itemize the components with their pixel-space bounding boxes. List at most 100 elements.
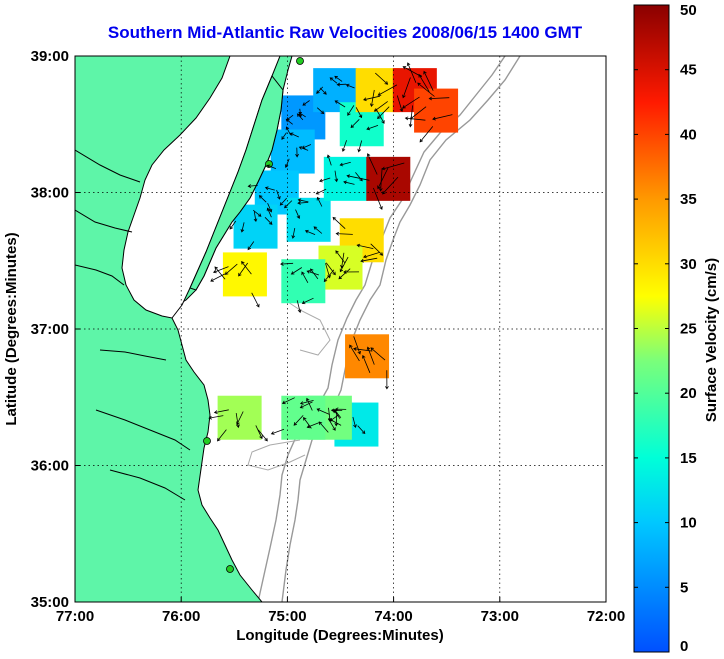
colorbar-tick-label: 5 [680, 579, 688, 596]
colorbar-label: Surface Velocity (cm/s) [703, 258, 720, 422]
velocity-arrow [319, 177, 331, 183]
x-tick-label: 72:00 [587, 608, 625, 625]
x-axis: 77:00 76:00 75:00 74:00 73:00 72:00 [56, 597, 625, 625]
tributary [99, 349, 167, 361]
tributary [109, 469, 186, 501]
velocity-arrow [257, 429, 268, 442]
velocity-arrow [318, 421, 329, 433]
velocity-arrow [255, 425, 263, 440]
velocity-arrow [349, 344, 360, 362]
velocity-arrow [373, 187, 383, 210]
velocity-arrow [247, 241, 255, 251]
velocity-arrow [306, 421, 321, 429]
x-tick-label: 74:00 [374, 608, 412, 625]
velocity-cell [366, 156, 411, 201]
velocity-arrow [299, 400, 314, 405]
velocity-arrow [357, 140, 363, 153]
velocity-arrow [375, 72, 389, 85]
velocity-arrow [270, 428, 285, 435]
velocity-arrow [385, 370, 389, 390]
velocity-vectors [208, 62, 453, 442]
velocity-arrow [212, 266, 229, 274]
velocity-arrow [419, 126, 434, 143]
velocity-arrow [333, 409, 342, 418]
velocity-arrow [418, 73, 430, 92]
velocity-arrow [382, 176, 399, 195]
velocity-arrow [366, 346, 375, 365]
velocity-cell [217, 395, 262, 440]
velocity-arrow [334, 100, 346, 108]
velocity-arrow [325, 263, 331, 279]
velocity-arrow [335, 250, 346, 264]
velocity-arrow [362, 354, 371, 373]
velocity-arrow [370, 347, 386, 361]
velocity-arrow [289, 132, 299, 138]
velocity-arrow [284, 158, 290, 169]
velocity-arrow [291, 228, 296, 239]
velocity-arrow [366, 153, 378, 175]
velocity-arrow [306, 270, 320, 276]
colorbar-scale [633, 4, 670, 653]
velocity-arrow [266, 207, 272, 218]
velocity-arrow [302, 100, 310, 106]
velocity-arrow [238, 262, 249, 277]
velocity-arrow [298, 111, 306, 118]
chart-title: Southern Mid-Atlantic Raw Velocities 200… [108, 23, 583, 42]
x-axis-label: Longitude (Degrees:Minutes) [236, 627, 444, 644]
velocity-arrow [334, 170, 339, 183]
velocity-arrow [377, 167, 389, 190]
velocity-arrow [404, 116, 426, 121]
velocity-arrow [428, 96, 450, 101]
velocity-arrow [247, 184, 258, 188]
velocity-arrow [236, 411, 244, 426]
velocity-arrow [301, 144, 312, 149]
tributary [75, 209, 133, 233]
velocity-arrow [267, 203, 273, 213]
x-tick-label: 75:00 [268, 608, 306, 625]
velocity-arrow [213, 409, 229, 414]
velocity-arrow [281, 397, 295, 405]
velocity-arrow [336, 82, 347, 87]
velocity-arrow [214, 266, 226, 280]
velocity-arrow [313, 226, 323, 234]
velocity-arrow [409, 106, 427, 120]
velocity-arrow [303, 416, 312, 429]
bathymetry-contour [281, 56, 521, 602]
velocity-arrow [341, 140, 347, 152]
y-tick-label: 38:00 [31, 185, 69, 202]
velocity-arrow [240, 222, 245, 233]
colorbar-tick-label: 25 [680, 321, 697, 338]
velocity-arrow [352, 416, 357, 429]
velocity-arrow [326, 154, 332, 166]
velocity-cell [286, 197, 331, 242]
colorbar-tick-label: 15 [680, 450, 697, 467]
tributary [75, 264, 125, 286]
velocity-arrow [252, 209, 262, 217]
velocity-arrow [339, 161, 351, 167]
velocity-arrow [235, 413, 240, 429]
velocity-arrow [396, 95, 404, 113]
velocity-arrow [224, 263, 238, 275]
y-tick-label: 35:00 [31, 594, 69, 611]
bathymetry-contour [257, 56, 506, 602]
velocity-arrow [356, 243, 374, 249]
velocity-cell [281, 259, 326, 304]
velocity-cell [270, 129, 315, 174]
velocity-arrow [432, 114, 453, 121]
velocity-arrow [346, 174, 370, 181]
velocity-arrow [355, 107, 363, 119]
velocity-arrow [377, 84, 398, 96]
velocity-arrow [377, 106, 390, 120]
velocity-arrow [353, 336, 361, 355]
velocity-arrow [301, 297, 314, 305]
colorbar-tick-label: 40 [680, 126, 697, 143]
colorbar-tick-label: 0 [680, 638, 688, 655]
tributary [75, 149, 141, 183]
velocity-arrow [280, 262, 294, 266]
velocity-arrow [210, 273, 226, 282]
bathymetry-contour [284, 299, 331, 356]
velocity-arrow [316, 196, 323, 207]
velocity-arrow [363, 95, 380, 102]
velocity-arrow [345, 83, 355, 89]
